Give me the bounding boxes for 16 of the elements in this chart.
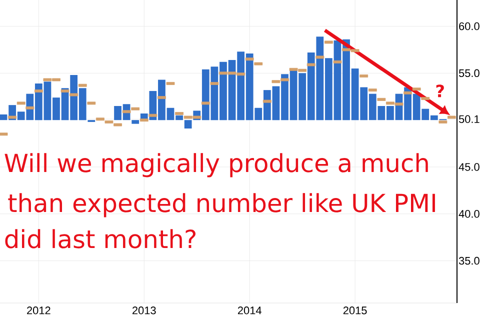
- bar: [184, 120, 192, 129]
- x-tick-label: 2015: [343, 306, 367, 314]
- x-tick-label: 2013: [132, 306, 156, 314]
- bar: [132, 120, 140, 124]
- annotation: ?: [436, 84, 444, 98]
- y-tick-label: 50.1: [458, 115, 480, 124]
- x-tick-label: 2014: [238, 306, 262, 314]
- x-tick-label: 2012: [27, 306, 50, 314]
- annotation: did last month?: [5, 229, 196, 248]
- y-tick-label: 35.0: [458, 256, 480, 265]
- annotation: Will we magically produce a much: [4, 153, 428, 178]
- annotation: than expected number like UK PMI: [8, 193, 435, 218]
- y-tick-label: 40.0: [458, 210, 480, 218]
- y-tick-label: 55.0: [458, 69, 480, 78]
- y-tick-label: 45.0: [458, 163, 480, 171]
- y-tick-label: 60.0: [459, 22, 480, 30]
